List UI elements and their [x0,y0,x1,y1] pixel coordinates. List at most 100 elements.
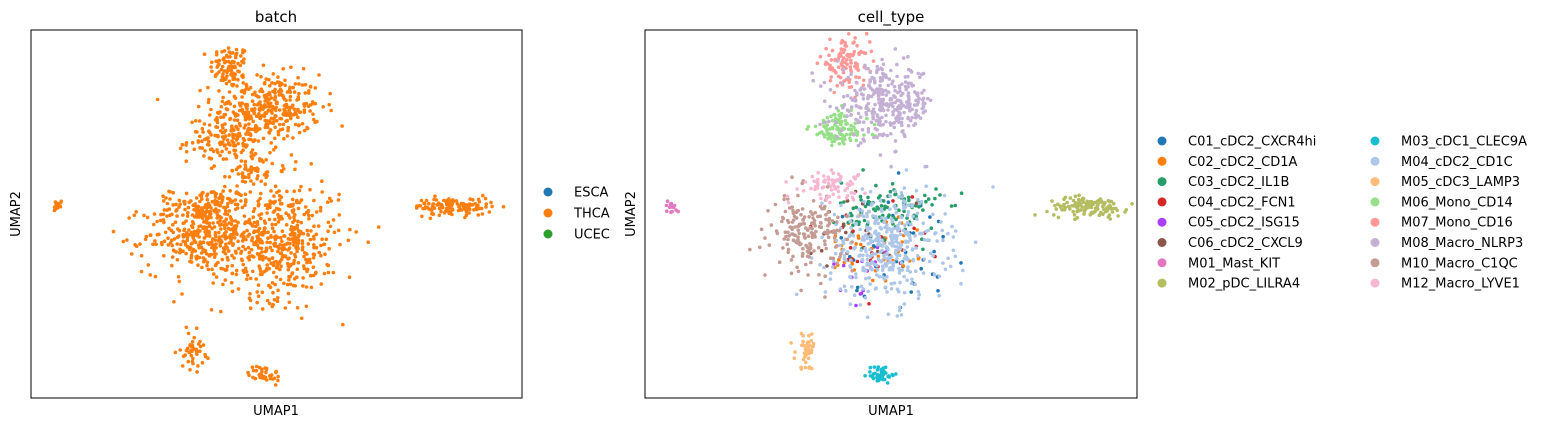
scatter-point-M12_Macro_LYVE1 [821,185,826,189]
scatter-point-THCA [270,256,275,260]
scatter-point-M04_cDC2_CD1C [888,242,893,246]
scatter-point-THCA [229,217,233,221]
scatter-point-M04_cDC2_CD1C [842,248,846,252]
scatter-point-M07_Mono_CD16 [847,32,851,36]
scatter-point-THCA [213,195,218,199]
scatter-point-M07_Mono_CD16 [838,51,843,55]
scatter-point-M04_cDC2_CD1C [860,209,864,213]
scatter-point-M08_Macro_NLRP3 [863,63,867,68]
scatter-point-M08_Macro_NLRP3 [920,106,924,111]
scatter-point-M08_Macro_NLRP3 [849,105,854,109]
scatter-point-THCA [240,239,245,243]
legend-marker [1157,217,1167,227]
scatter-point-THCA [289,227,293,232]
legend-marker [543,187,553,197]
scatter-point-THCA [244,82,249,87]
scatter-point-M06_Mono_CD14 [833,113,837,117]
scatter-point-THCA [501,204,506,209]
scatter-point-THCA [231,226,236,231]
scatter-point-THCA [287,274,291,279]
scatter-point-THCA [325,200,330,204]
scatter-point-THCA [250,99,255,103]
scatter-point-THCA [303,91,308,95]
scatter-point-M08_Macro_NLRP3 [868,86,873,90]
scatter-point-M10_Macro_C1QC [812,249,816,253]
scatter-point-M08_Macro_NLRP3 [914,111,918,116]
scatter-point-THCA [214,234,218,239]
scatter-point-THCA [269,109,274,114]
scatter-point-M10_Macro_C1QC [800,207,805,211]
scatter-point-THCA [305,269,309,274]
scatter-point-M12_Macro_LYVE1 [833,178,838,183]
scatter-point-THCA [247,175,251,180]
scatter-point-THCA [239,150,244,155]
scatter-point-THCA [252,220,257,225]
scatter-point-THCA [299,229,303,234]
scatter-point-THCA [238,164,242,169]
scatter-point-M08_Macro_NLRP3 [866,127,871,131]
scatter-point-M05_cDC3_LAMP3 [807,348,811,353]
scatter-point-THCA [175,242,179,246]
scatter-point-THCA [233,198,238,202]
scatter-point-THCA [265,93,269,97]
scatter-point-THCA [308,187,312,192]
scatter-point-THCA [187,200,191,205]
scatter-point-M04_cDC2_CD1C [915,197,920,202]
scatter-point-M04_cDC2_CD1C [895,257,899,261]
scatter-point-M08_Macro_NLRP3 [828,88,833,92]
scatter-point-M04_cDC2_CD1C [902,186,907,190]
scatter-point-THCA [192,335,196,340]
scatter-point-THCA [247,122,251,126]
scatter-point-THCA [213,263,218,268]
scatter-point-THCA [283,83,288,88]
scatter-point-M10_Macro_C1QC [819,221,823,225]
scatter-point-THCA [223,122,227,126]
scatter-point-M07_Mono_CD16 [845,53,849,57]
scatter-point-THCA [190,359,195,364]
scatter-point-M04_cDC2_CD1C [875,268,880,272]
scatter-point-M08_Macro_NLRP3 [892,94,896,98]
scatter-point-THCA [295,267,300,272]
legend-label: M04_cDC2_CD1C [1401,155,1513,170]
scatter-point-THCA [244,237,248,242]
scatter-point-THCA [267,90,272,95]
scatter-point-THCA [332,230,337,235]
scatter-point-M03_cDC1_CLEC9A [882,377,887,382]
y-axis-label: UMAP2 [9,191,24,237]
scatter-point-THCA [53,200,58,204]
scatter-point-M10_Macro_C1QC [759,227,764,232]
scatter-point-THCA [326,229,330,233]
scatter-point-THCA [366,240,371,244]
scatter-point-THCA [152,212,157,216]
scatter-point-THCA [278,235,283,240]
scatter-point-M02_pDC_LILRA4 [1109,199,1114,204]
scatter-point-M10_Macro_C1QC [811,216,815,220]
scatter-point-THCA [190,120,194,125]
scatter-point-THCA [250,92,255,97]
scatter-point-M05_cDC3_LAMP3 [809,350,814,355]
panel-title: cell_type [858,8,925,27]
legend-label: C06_cDC2_CXCL9 [1188,236,1303,251]
scatter-point-THCA [255,290,259,294]
scatter-point-THCA [168,197,172,201]
scatter-point-M04_cDC2_CD1C [877,235,882,240]
legend-label: M08_Macro_NLRP3 [1401,236,1523,251]
scatter-point-THCA [255,243,260,248]
scatter-point-M04_cDC2_CD1C [901,228,906,233]
scatter-point-THCA [273,282,277,287]
scatter-point-M02_pDC_LILRA4 [1082,209,1087,214]
scatter-point-C03_cDC2_IL1B [921,208,925,212]
scatter-point-M04_cDC2_CD1C [909,281,914,286]
scatter-point-M12_Macro_LYVE1 [826,181,831,186]
scatter-point-THCA [484,205,488,209]
scatter-point-M08_Macro_NLRP3 [881,108,886,113]
legend-item: C06_cDC2_CXCL9 [1157,236,1303,251]
scatter-point-M08_Macro_NLRP3 [878,83,882,88]
scatter-point-THCA [305,228,310,233]
scatter-point-M02_pDC_LILRA4 [1096,201,1100,205]
scatter-point-M04_cDC2_CD1C [865,211,869,216]
legend-label: M10_Macro_C1QC [1401,256,1518,271]
legend-marker [1157,238,1167,247]
scatter-point-M05_cDC3_LAMP3 [789,341,793,345]
scatter-point-THCA [227,175,232,179]
